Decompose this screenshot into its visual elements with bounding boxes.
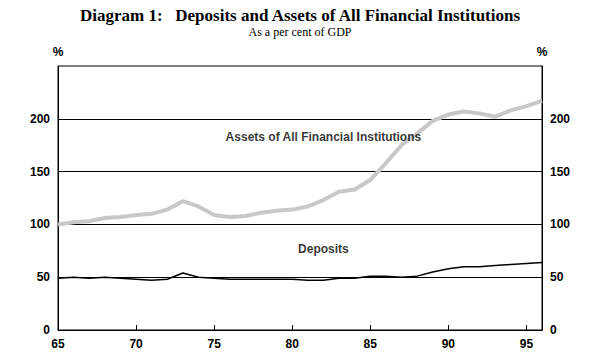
svg-text:150: 150 (550, 165, 570, 179)
svg-text:100: 100 (30, 217, 50, 231)
svg-text:50: 50 (550, 270, 564, 284)
svg-text:200: 200 (30, 112, 50, 126)
svg-text:%: % (53, 45, 64, 59)
svg-text:75: 75 (207, 337, 221, 351)
svg-text:70: 70 (129, 337, 143, 351)
svg-text:0: 0 (550, 323, 557, 337)
svg-text:Assets of All Financial Instit: Assets of All Financial Institutions (226, 130, 422, 144)
svg-text:50: 50 (37, 270, 51, 284)
svg-text:95: 95 (520, 337, 534, 351)
svg-text:%: % (537, 45, 548, 59)
svg-text:100: 100 (550, 217, 570, 231)
svg-text:65: 65 (51, 337, 65, 351)
svg-text:90: 90 (442, 337, 456, 351)
svg-text:Diagram 1: Deposits and Asse: Diagram 1: Deposits and Assets of All Fi… (80, 6, 521, 25)
svg-text:150: 150 (30, 165, 50, 179)
svg-text:85: 85 (364, 337, 378, 351)
svg-text:80: 80 (286, 337, 300, 351)
svg-text:As a per cent of GDP: As a per cent of GDP (249, 25, 352, 39)
svg-text:0: 0 (43, 323, 50, 337)
svg-text:Deposits: Deposits (298, 242, 349, 256)
svg-text:200: 200 (550, 112, 570, 126)
